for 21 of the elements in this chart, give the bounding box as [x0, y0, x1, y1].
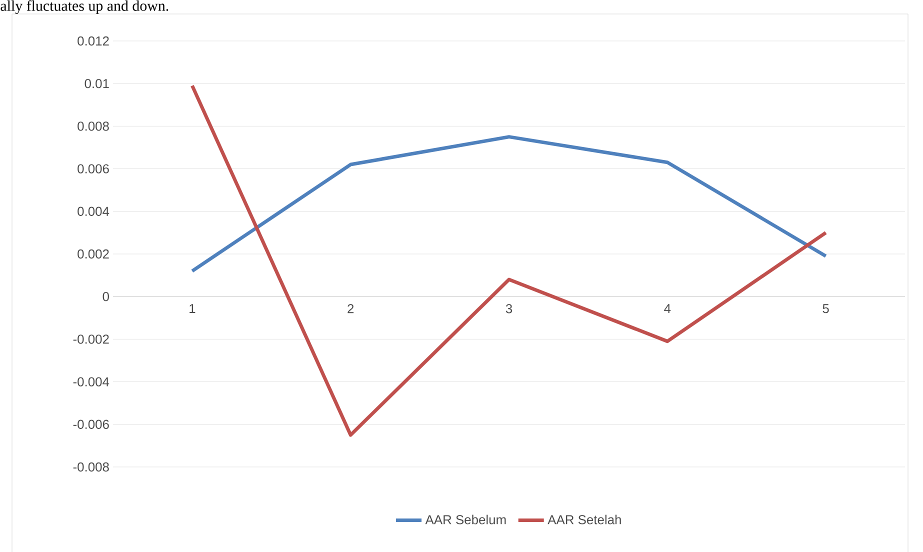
- y-tick-label: 0.006: [78, 164, 109, 174]
- x-tick-label: 5: [822, 304, 829, 314]
- y-tick-label: 0.008: [78, 122, 109, 131]
- y-tick-label: 0.002: [78, 249, 109, 259]
- y-tick-label: 0: [102, 292, 109, 302]
- legend-label: AAR Sebelum: [425, 514, 506, 524]
- text: ally fluctuates up and down.: [0, 0, 168, 14]
- y-tick-label: -0.002: [73, 334, 109, 344]
- x-tick-label: 2: [348, 304, 354, 314]
- y-tick-label: 0.01: [84, 78, 109, 88]
- y-tick-label: 0.012: [78, 36, 109, 46]
- legend-label: AAR Setelah: [548, 514, 621, 524]
- y-tick-label: -0.008: [73, 462, 109, 472]
- x-tick-label: 1: [190, 304, 196, 314]
- line-series: [190, 84, 828, 437]
- line-series: [190, 135, 828, 273]
- y-tick-label: 0.004: [78, 206, 110, 216]
- y-tick-label: -0.006: [73, 420, 109, 429]
- x-tick-label: 4: [664, 304, 671, 314]
- x-tick-label: 3: [506, 304, 512, 314]
- y-tick-label: -0.004: [73, 377, 110, 386]
